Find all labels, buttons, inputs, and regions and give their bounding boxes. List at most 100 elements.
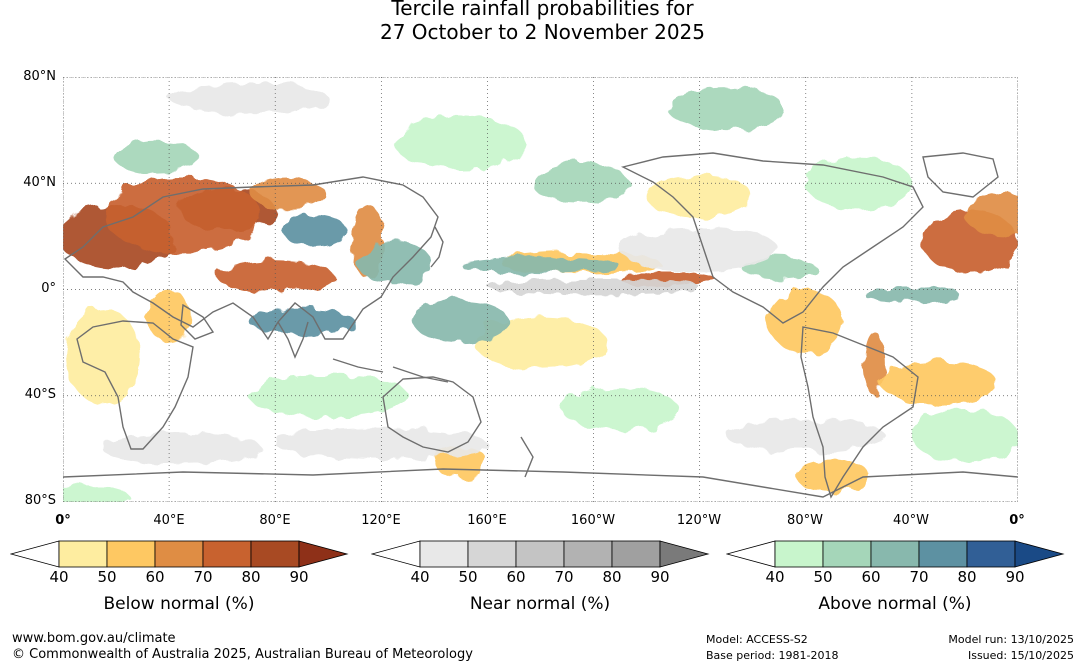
- patch-near-35: [487, 278, 700, 295]
- lat-label-40n: 40°N: [23, 175, 56, 190]
- lon-label-0-end: 0°: [1009, 513, 1025, 528]
- lon-label-160w: 160°W: [570, 513, 616, 528]
- near-colorbar-swatch-5: [611, 540, 661, 568]
- patch-near-36: [169, 82, 329, 115]
- near-colorbar-swatch-2: [467, 540, 517, 568]
- near-colorbar-low-triangle: [371, 540, 421, 568]
- above-colorbar-low-triangle: [726, 540, 776, 568]
- above-colorbar-swatch-3: [870, 540, 920, 568]
- lat-label-0: 0°: [41, 281, 56, 296]
- lon-label-160e: 160°E: [467, 513, 507, 528]
- patch-below-15: [795, 459, 870, 492]
- lon-label-0: 0°: [55, 513, 71, 528]
- below-colorbar-high-triangle: [298, 540, 349, 568]
- patch-above-33: [63, 486, 130, 502]
- below-tick-60: 60: [145, 568, 165, 586]
- colorbar-below-svg: [10, 540, 349, 568]
- patch-above-34: [911, 409, 1018, 463]
- footer-model-run: Model run: 13/10/2025: [948, 633, 1074, 646]
- above-tick-60: 60: [861, 568, 881, 586]
- colorbar-above: [726, 540, 1066, 568]
- near-tick-70: 70: [554, 568, 574, 586]
- near-colorbar-swatch-1: [419, 540, 469, 568]
- lon-label-80w: 80°W: [787, 513, 823, 528]
- above-tick-80: 80: [957, 568, 977, 586]
- patch-below-5: [964, 193, 1018, 237]
- below-colorbar-swatch-1: [58, 540, 108, 568]
- lon-label-40e: 40°E: [153, 513, 185, 528]
- below-tick-80: 80: [241, 568, 261, 586]
- title-line-1: Tercile rainfall probabilities for: [391, 0, 694, 20]
- colorbar-above-svg: [726, 540, 1065, 568]
- lon-label-40w: 40°W: [893, 513, 929, 528]
- above-tick-90: 90: [1005, 568, 1025, 586]
- near-tick-40: 40: [410, 568, 430, 586]
- patch-below-16: [646, 175, 753, 218]
- patch-above-21: [357, 241, 432, 285]
- near-tick-50: 50: [458, 568, 478, 586]
- above-colorbar-swatch-1: [774, 540, 824, 568]
- lon-label-80e: 80°E: [259, 513, 291, 528]
- above-colorbar-swatch-4: [918, 540, 968, 568]
- patch-below-6: [216, 260, 334, 293]
- colorbar-near-label: Near normal (%): [469, 594, 611, 614]
- colorbar-below-label: Below normal (%): [103, 594, 255, 614]
- below-colorbar-swatch-5: [250, 540, 300, 568]
- near-tick-60: 60: [506, 568, 526, 586]
- lat-label-40s: 40°S: [24, 387, 56, 402]
- map-svg: [63, 77, 1018, 502]
- patch-below-2: [102, 177, 262, 253]
- footer-model: Model: ACCESS-S2: [706, 633, 808, 646]
- title-line-2: 27 October to 2 November 2025: [379, 20, 706, 44]
- lon-label-120w: 120°W: [676, 513, 722, 528]
- below-colorbar-swatch-3: [154, 540, 204, 568]
- patch-below-11: [880, 361, 997, 404]
- colorbar-near-svg: [371, 540, 710, 568]
- patch-above-31: [248, 374, 408, 417]
- patch-above-27: [113, 140, 199, 173]
- colorbar-above-label: Above normal (%): [818, 594, 972, 614]
- patch-above-22: [413, 300, 509, 343]
- patch-below-3: [251, 177, 326, 210]
- patch-below-17: [65, 308, 140, 404]
- footer-url: www.bom.gov.au/climate: [12, 631, 176, 646]
- colorbar-below: [10, 540, 350, 568]
- probability-patches: [63, 82, 1018, 502]
- below-tick-50: 50: [97, 568, 117, 586]
- patch-above-19: [283, 215, 347, 247]
- above-tick-40: 40: [765, 568, 785, 586]
- patch-near-39: [726, 419, 886, 452]
- patch-near-38: [275, 427, 488, 460]
- patch-above-28: [532, 162, 629, 205]
- near-tick-90: 90: [650, 568, 670, 586]
- above-colorbar-swatch-5: [966, 540, 1016, 568]
- footer-copyright: © Commonwealth of Australia 2025, Austra…: [12, 647, 473, 662]
- near-colorbar-high-triangle: [659, 540, 710, 568]
- footer-issued: Issued: 15/10/2025: [967, 649, 1074, 662]
- lat-label-80s: 80°S: [24, 493, 56, 508]
- patch-above-20: [248, 308, 355, 335]
- patch-above-32: [805, 156, 912, 210]
- graticule: [63, 77, 1018, 502]
- coastlines: [63, 152, 1018, 499]
- near-tick-80: 80: [602, 568, 622, 586]
- above-tick-70: 70: [909, 568, 929, 586]
- map-border: [63, 77, 1018, 502]
- patch-near-40: [102, 432, 262, 465]
- below-tick-40: 40: [49, 568, 69, 586]
- patch-below-13: [147, 289, 191, 343]
- patch-above-29: [561, 387, 679, 431]
- patch-above-24: [864, 286, 960, 303]
- below-tick-90: 90: [289, 568, 309, 586]
- footer-base-period: Base period: 1981-2018: [706, 649, 839, 662]
- map-title: Tercile rainfall probabilities for 27 Oc…: [0, 0, 1085, 44]
- lon-label-120e: 120°E: [361, 513, 401, 528]
- patch-above-26: [667, 87, 785, 131]
- lat-label-80n: 80°N: [23, 69, 56, 84]
- near-colorbar-swatch-3: [515, 540, 565, 568]
- below-colorbar-low-triangle: [10, 540, 60, 568]
- above-tick-50: 50: [813, 568, 833, 586]
- rainfall-probability-map: [63, 77, 1018, 502]
- patch-above-30: [394, 116, 528, 170]
- patch-above-23: [460, 257, 621, 274]
